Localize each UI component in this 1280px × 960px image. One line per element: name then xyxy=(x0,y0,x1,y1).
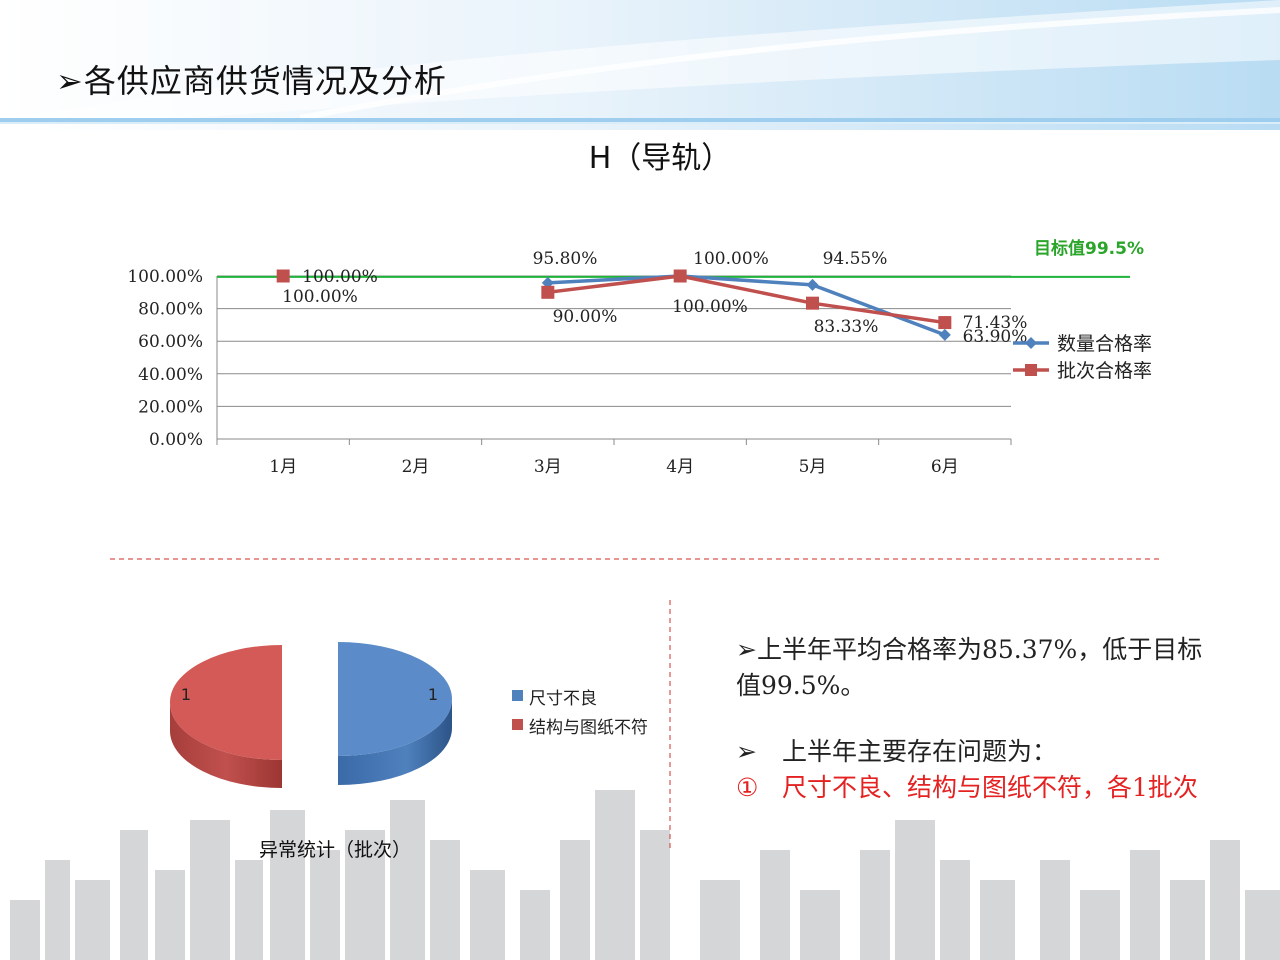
x-tick-label: 6月 xyxy=(931,457,959,477)
pie-chart: 1 1 尺寸不良 结构与图纸不符 异常统计（批次） xyxy=(169,642,648,861)
data-label: 83.33% xyxy=(814,317,879,337)
pie-slice-size xyxy=(338,642,452,785)
pie-legend-size: 尺寸不良 xyxy=(529,689,597,709)
analysis-item-2: ➢ 上半年主要存在问题为： xyxy=(736,734,1206,770)
analysis-panel: ➢上半年平均合格率为85.37%，低于目标值99.5%。 ➢ 上半年主要存在问题… xyxy=(736,632,1206,806)
chart-title: H（导轨） xyxy=(589,141,732,176)
target-label: 目标值99.5% xyxy=(1034,238,1144,259)
analysis-line-3: 尺寸不良、结构与图纸不符，各1批次 xyxy=(782,773,1198,802)
pie-value-size: 1 xyxy=(428,685,438,704)
legend-label: 数量合格率 xyxy=(1057,333,1152,355)
analysis-item-3: ① 尺寸不良、结构与图纸不符，各1批次 xyxy=(736,770,1206,806)
y-tick-label: 20.00% xyxy=(138,397,203,417)
data-point-square xyxy=(541,285,555,299)
arrow-bullet-icon: ➢ xyxy=(736,737,757,766)
pie-value-structure: 1 xyxy=(181,685,191,704)
pie-legend-swatch-structure xyxy=(512,719,523,730)
pie-legend-swatch-size xyxy=(512,690,523,701)
y-tick-label: 40.00% xyxy=(138,365,203,385)
series-line-1 xyxy=(547,274,946,325)
data-label: 90.00% xyxy=(553,307,618,327)
x-tick-label: 5月 xyxy=(799,457,827,477)
x-tick-label: 4月 xyxy=(666,457,694,477)
data-point-square xyxy=(806,296,819,310)
legend-marker xyxy=(1025,337,1037,349)
y-tick-label: 100.00% xyxy=(127,267,203,287)
data-label: 100.00% xyxy=(672,297,748,317)
analysis-line-2: 上半年主要存在问题为： xyxy=(782,737,1058,766)
slide-title: ➢各供应商供货情况及分析 xyxy=(56,62,447,100)
data-point-diamond xyxy=(938,328,951,341)
data-label: 94.55% xyxy=(823,249,888,269)
data-label: 100.00% xyxy=(302,267,378,287)
y-tick-label: 0.00% xyxy=(149,430,203,450)
pie-slice-structure xyxy=(169,645,282,788)
circled-number-icon: ① xyxy=(736,773,759,802)
legend-marker xyxy=(1025,364,1037,376)
x-tick-label: 2月 xyxy=(402,457,430,477)
pie-title: 异常统计（批次） xyxy=(259,839,411,861)
data-point-diamond xyxy=(806,278,819,291)
data-label: 100.00% xyxy=(693,249,769,269)
y-tick-label: 80.00% xyxy=(138,300,203,320)
x-tick-label: 3月 xyxy=(534,457,562,477)
data-label: 100.00% xyxy=(282,287,358,307)
data-point-square xyxy=(673,269,687,283)
header-banner xyxy=(0,0,1280,130)
data-label: 63.90% xyxy=(963,327,1028,347)
skyline-decoration xyxy=(10,790,1280,960)
data-point-square xyxy=(276,269,290,283)
data-label: 71.43% xyxy=(963,313,1028,333)
y-tick-label: 60.00% xyxy=(138,332,203,352)
data-point-square xyxy=(938,316,952,330)
x-tick-label: 1月 xyxy=(269,457,297,477)
series-line-0 xyxy=(547,274,946,337)
legend-label: 批次合格率 xyxy=(1057,360,1152,382)
analysis-line-1: ➢上半年平均合格率为85.37%，低于目标值99.5%。 xyxy=(736,635,1203,700)
pie-legend-structure: 结构与图纸不符 xyxy=(529,718,648,738)
data-label: 95.80% xyxy=(533,249,598,269)
